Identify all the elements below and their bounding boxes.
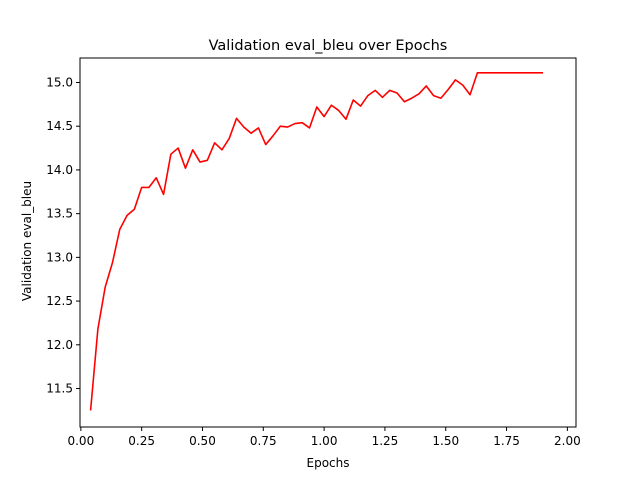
plot-area: [89, 72, 544, 411]
y-axis-label: Validation eval_bleu: [20, 181, 34, 301]
x-tick-label: 0.75: [250, 434, 277, 448]
x-tick-label: 1.75: [493, 434, 520, 448]
y-tick-label: 12.5: [46, 294, 73, 308]
y-tick-label: 13.5: [46, 207, 73, 221]
x-axis-ticks: 0.00 0.25 0.50 0.75 1.00 1.25 1.50 1.75 2.00: [67, 427, 581, 448]
y-tick-label: 15.0: [46, 75, 73, 89]
y-tick-label: 14.5: [46, 119, 73, 133]
x-tick-label: 1.25: [372, 434, 399, 448]
x-tick-label: 2.00: [554, 434, 581, 448]
y-axis-ticks: 11.5 12.0 12.5 13.0 13.5 14.0 14.5 15.0: [46, 75, 80, 396]
x-tick-label: 0.50: [189, 434, 216, 448]
y-tick-label: 13.0: [46, 250, 73, 264]
x-tick-label: 0.00: [67, 434, 94, 448]
x-tick-label: 1.00: [311, 434, 338, 448]
y-tick-label: 11.5: [46, 382, 73, 396]
x-tick-label: 1.50: [432, 434, 459, 448]
y-tick-label: 12.0: [46, 338, 73, 352]
axes-frame: [79, 57, 577, 428]
series-line: [89, 72, 544, 411]
x-axis-label: Epochs: [307, 456, 350, 470]
chart-title: Validation eval_bleu over Epochs: [209, 38, 448, 54]
y-tick-label: 14.0: [46, 163, 73, 177]
x-tick-label: 0.25: [128, 434, 155, 448]
